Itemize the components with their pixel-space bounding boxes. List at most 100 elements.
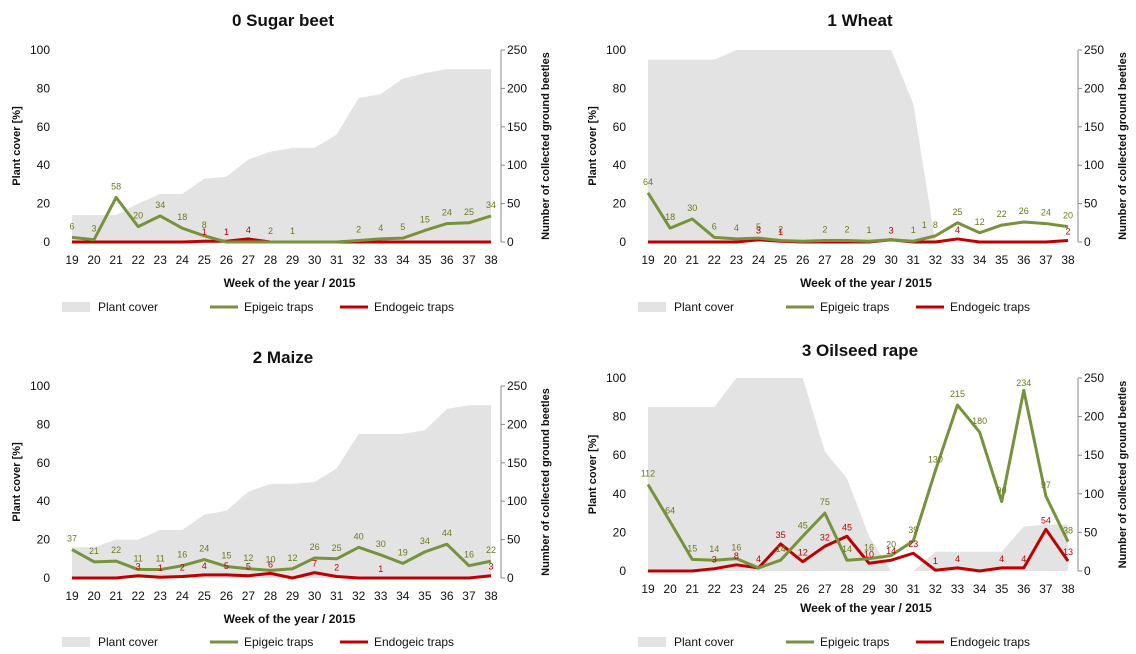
endogeic-data-label: 10 bbox=[864, 549, 874, 559]
x-tick-label: 37 bbox=[462, 589, 476, 603]
right-axis-title: Number of collected ground beetles bbox=[1117, 52, 1129, 240]
legend-endogeic-label: Endogeic traps bbox=[374, 300, 454, 314]
epigeic-data-label: 64 bbox=[665, 506, 675, 516]
endogeic-data-label: 4 bbox=[955, 225, 960, 235]
x-tick-label: 22 bbox=[708, 253, 722, 267]
endogeic-data-label: 45 bbox=[842, 522, 852, 532]
endogeic-data-label: 2 bbox=[334, 562, 339, 572]
epigeic-data-label: 34 bbox=[486, 200, 496, 210]
left-tick-label: 0 bbox=[619, 564, 626, 578]
x-tick-label: 34 bbox=[973, 582, 987, 596]
endogeic-data-label: 8 bbox=[734, 551, 739, 561]
x-tick-label: 37 bbox=[462, 253, 476, 267]
left-tick-label: 20 bbox=[37, 533, 51, 547]
epigeic-data-label: 25 bbox=[332, 543, 342, 553]
x-tick-label: 28 bbox=[264, 589, 278, 603]
endogeic-data-label: 4 bbox=[756, 554, 761, 564]
x-tick-label: 34 bbox=[396, 589, 410, 603]
epigeic-data-label: 11 bbox=[133, 554, 142, 564]
left-tick-label: 40 bbox=[613, 487, 627, 501]
chart-panel-0: 0 Sugar beet 0 20 40 60 80 100 0 50 100 150 200 250 1… bbox=[11, 11, 552, 314]
x-tick-label: 29 bbox=[286, 253, 300, 267]
epigeic-data-label: 2 bbox=[822, 224, 827, 234]
epigeic-data-label: 75 bbox=[820, 497, 830, 507]
endogeic-data-label: 1 bbox=[778, 227, 783, 237]
epigeic-traps-line bbox=[646, 388, 1070, 570]
x-tick-label: 19 bbox=[65, 253, 79, 267]
epigeic-data-label: 20 bbox=[886, 540, 896, 550]
x-tick-label: 29 bbox=[286, 589, 300, 603]
x-tick-label: 34 bbox=[396, 253, 410, 267]
x-tick-label: 35 bbox=[418, 253, 432, 267]
legend-plant-swatch bbox=[62, 637, 90, 647]
epigeic-data-label: 4 bbox=[378, 223, 383, 233]
right-tick-label: 100 bbox=[1084, 158, 1104, 172]
x-tick-label: 36 bbox=[1017, 253, 1031, 267]
endogeic-data-label: 3 bbox=[756, 226, 761, 236]
x-tick-label: 28 bbox=[840, 253, 854, 267]
x-axis-title: Week of the year / 2015 bbox=[800, 601, 932, 615]
left-tick-label: 20 bbox=[37, 197, 51, 211]
left-tick-label: 0 bbox=[43, 235, 50, 249]
left-tick-label: 60 bbox=[37, 120, 51, 134]
epigeic-data-label: 16 bbox=[177, 550, 187, 560]
endogeic-data-label: 35 bbox=[776, 530, 786, 540]
legend: Plant cover Epigeic traps Endogeic traps bbox=[638, 300, 1030, 314]
left-axis-title: Plant cover [%] bbox=[587, 434, 599, 514]
right-tick-label: 250 bbox=[507, 43, 527, 57]
left-tick-label: 0 bbox=[619, 235, 626, 249]
x-tick-label: 33 bbox=[374, 253, 388, 267]
left-tick-label: 100 bbox=[606, 371, 626, 385]
x-tick-label: 19 bbox=[641, 582, 655, 596]
epigeic-data-label: 25 bbox=[464, 207, 474, 217]
x-tick-label: 25 bbox=[198, 253, 212, 267]
epigeic-data-label: 6 bbox=[69, 221, 74, 231]
epigeic-data-label: 16 bbox=[864, 543, 874, 553]
legend-epigeic-label: Epigeic traps bbox=[244, 635, 313, 649]
epigeic-data-label: 1 bbox=[922, 220, 927, 230]
x-tick-label: 30 bbox=[884, 253, 898, 267]
x-tick-label: 29 bbox=[862, 253, 876, 267]
right-tick-label: 0 bbox=[507, 235, 514, 249]
x-tick-label: 27 bbox=[242, 253, 256, 267]
x-tick-label: 22 bbox=[131, 253, 145, 267]
x-tick-label: 30 bbox=[308, 589, 322, 603]
right-tick-label: 150 bbox=[1084, 448, 1104, 462]
endogeic-traps-line bbox=[72, 571, 492, 580]
epigeic-data-label: 3 bbox=[92, 224, 97, 234]
x-tick-label: 19 bbox=[65, 589, 79, 603]
x-tick-label: 21 bbox=[686, 582, 700, 596]
right-tick-label: 100 bbox=[1084, 487, 1104, 501]
epigeic-data-label: 180 bbox=[972, 416, 987, 426]
epigeic-data-label: 97 bbox=[1041, 480, 1051, 490]
x-tick-label: 25 bbox=[774, 253, 788, 267]
epigeic-data-label: 2 bbox=[778, 224, 783, 234]
epigeic-data-label: 14 bbox=[776, 544, 786, 554]
left-tick-label: 60 bbox=[37, 456, 51, 470]
right-axis-title: Number of collected ground beetles bbox=[540, 52, 552, 240]
epigeic-data-label: 6 bbox=[712, 221, 717, 231]
x-tick-label: 22 bbox=[131, 589, 145, 603]
epigeic-data-label: 26 bbox=[1019, 206, 1029, 216]
x-tick-label: 33 bbox=[951, 253, 965, 267]
right-tick-label: 150 bbox=[507, 456, 527, 470]
endogeic-data-label: 4 bbox=[202, 561, 207, 571]
left-tick-label: 20 bbox=[613, 197, 627, 211]
epigeic-data-label: 12 bbox=[288, 553, 298, 563]
legend-plant-swatch bbox=[638, 637, 666, 647]
x-tick-label: 32 bbox=[352, 253, 366, 267]
left-tick-label: 80 bbox=[37, 417, 51, 431]
x-tick-label: 24 bbox=[176, 589, 190, 603]
x-tick-label: 22 bbox=[708, 582, 722, 596]
epigeic-data-label: 15 bbox=[687, 543, 697, 553]
x-tick-label: 32 bbox=[929, 253, 943, 267]
plant-cover-area bbox=[72, 69, 491, 242]
epigeic-data-label: 22 bbox=[486, 545, 496, 555]
x-tick-label: 24 bbox=[752, 582, 766, 596]
x-tick-label: 31 bbox=[330, 253, 344, 267]
epigeic-data-label: 11 bbox=[156, 554, 165, 564]
epigeic-data-label: 12 bbox=[975, 217, 985, 227]
legend-epigeic-label: Epigeic traps bbox=[820, 300, 889, 314]
epigeic-data-label: 8 bbox=[933, 220, 938, 230]
